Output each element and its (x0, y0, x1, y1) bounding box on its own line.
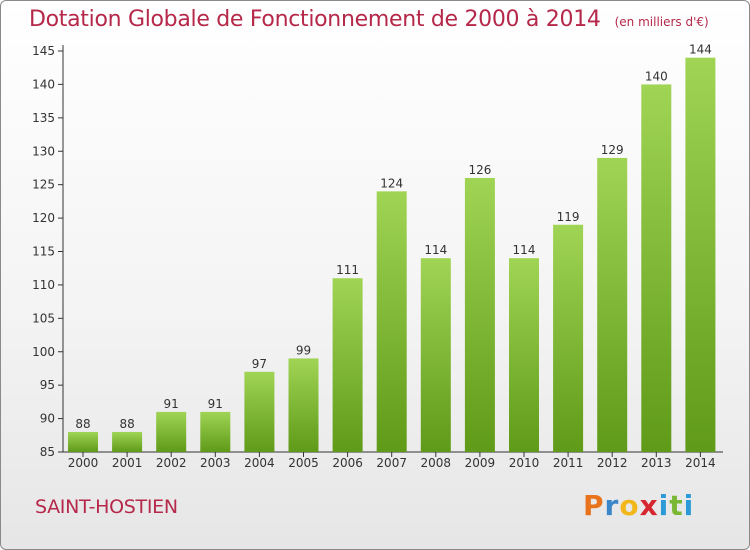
x-tick-label: 2001 (112, 456, 143, 470)
bar (464, 177, 495, 452)
y-tick-label: 105 (32, 311, 55, 325)
x-tick-label: 2004 (244, 456, 275, 470)
brand-letter: r (604, 489, 620, 522)
bar (244, 371, 275, 452)
x-tick-label: 2000 (68, 456, 99, 470)
value-labels: 88 88 91 91 97 99 111 124 114 126 114 119 129 140 144 (75, 43, 711, 431)
value-label: 114 (424, 243, 447, 257)
chart-title: Dotation Globale de Fonctionnement de 20… (29, 7, 709, 32)
brand-letter: x (639, 489, 659, 522)
value-label: 129 (601, 143, 624, 157)
y-tick-label: 125 (32, 178, 55, 192)
x-tick-label: 2011 (553, 456, 584, 470)
value-label: 124 (380, 176, 403, 190)
x-tick-label: 2005 (288, 456, 319, 470)
bar (288, 358, 319, 452)
brand-letter: i (683, 489, 695, 522)
value-label: 140 (645, 69, 668, 83)
y-tick-label: 85 (40, 445, 55, 459)
value-label: 91 (164, 397, 179, 411)
bar (685, 57, 716, 452)
value-label: 114 (513, 243, 536, 257)
y-tick-label: 95 (40, 378, 55, 392)
x-tick-label: 2007 (376, 456, 407, 470)
value-label: 88 (75, 417, 90, 431)
x-tick-label: 2008 (421, 456, 452, 470)
y-tick-label: 130 (32, 144, 55, 158)
y-tick-label: 90 (40, 412, 55, 426)
value-label: 119 (557, 210, 580, 224)
value-label: 91 (208, 397, 223, 411)
value-label: 144 (689, 43, 712, 57)
commune-name: SAINT-HOSTIEN (35, 496, 178, 518)
bar (597, 157, 628, 452)
y-tick-label: 135 (32, 111, 55, 125)
x-axis: 2000 2001 2002 2003 2004 2005 2006 2007 2008 2009… (63, 451, 723, 470)
bar (420, 258, 451, 452)
value-label: 126 (468, 163, 491, 177)
bar (376, 191, 407, 452)
y-tick-label: 140 (32, 77, 55, 91)
y-tick-label: 115 (32, 245, 55, 259)
bar (509, 258, 539, 452)
x-tick-label: 2003 (200, 456, 231, 470)
bar (112, 431, 143, 452)
y-axis: 85 90 95 100 105 110 115 120 125 130 135 140 145 (32, 44, 64, 459)
bar (156, 411, 187, 452)
chart-unit-label: (en milliers d'€) (614, 15, 709, 29)
x-tick-label: 2002 (156, 456, 187, 470)
x-tick-label: 2009 (465, 456, 496, 470)
brand-letter: P (583, 489, 605, 522)
bars (68, 57, 716, 453)
value-label: 88 (119, 417, 134, 431)
y-tick-label: 100 (32, 345, 55, 359)
x-tick-label: 2010 (509, 456, 540, 470)
brand-letter: i (658, 489, 670, 522)
x-tick-label: 2013 (641, 456, 672, 470)
brand-letter: t (669, 489, 684, 522)
bar (200, 411, 231, 452)
y-tick-label: 145 (32, 44, 55, 58)
bar (332, 278, 363, 452)
proxiti-logo: Proxiti (583, 489, 694, 522)
chart-title-text: Dotation Globale de Fonctionnement de 20… (29, 7, 601, 32)
x-tick-label: 2006 (332, 456, 363, 470)
y-tick-label: 110 (32, 278, 55, 292)
bar (553, 224, 584, 452)
y-tick-label: 120 (32, 211, 55, 225)
x-tick-label: 2012 (597, 456, 628, 470)
bar (68, 431, 98, 452)
value-label: 111 (336, 263, 359, 277)
value-label: 97 (252, 357, 267, 371)
x-tick-label: 2014 (685, 456, 716, 470)
bar (641, 84, 672, 453)
brand-letter: o (619, 489, 640, 522)
value-label: 99 (296, 343, 311, 357)
